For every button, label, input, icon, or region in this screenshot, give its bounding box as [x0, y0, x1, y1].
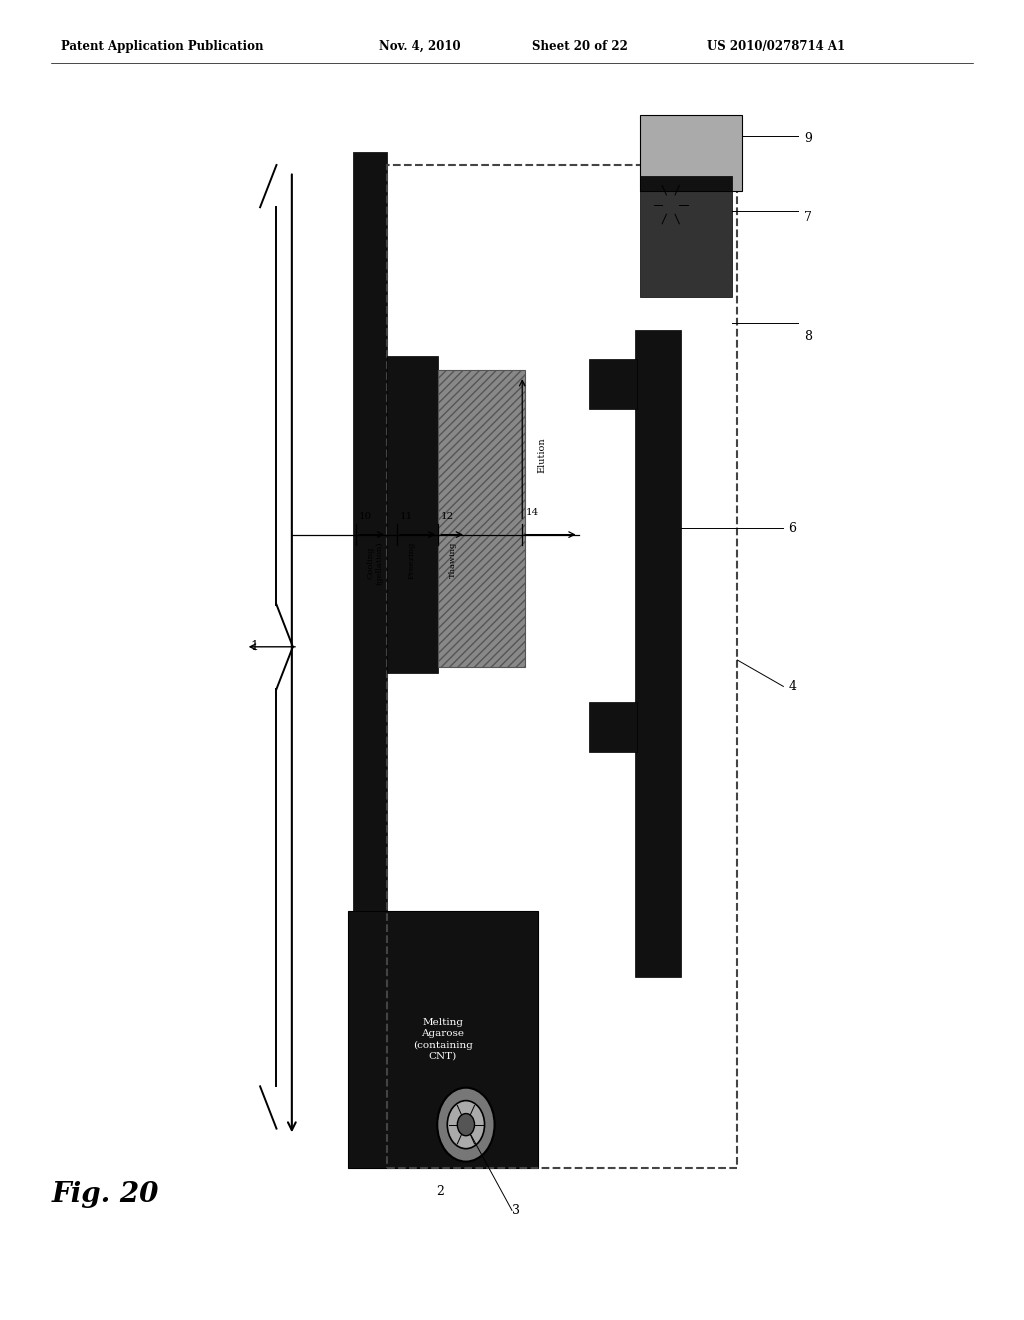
Text: Sheet 20 of 22: Sheet 20 of 22 — [532, 40, 629, 53]
Text: Patent Application Publication: Patent Application Publication — [61, 40, 264, 53]
Text: Cooling
(gellation): Cooling (gellation) — [367, 541, 384, 585]
Text: Nov. 4, 2010: Nov. 4, 2010 — [379, 40, 461, 53]
Circle shape — [458, 1114, 474, 1135]
Circle shape — [652, 181, 689, 228]
Circle shape — [663, 194, 679, 215]
Circle shape — [437, 1088, 495, 1162]
Bar — [438, 370, 525, 667]
Bar — [640, 115, 742, 191]
Text: 4: 4 — [788, 680, 797, 693]
Bar — [387, 165, 737, 1168]
Bar — [387, 356, 438, 673]
Text: US 2010/0278714 A1: US 2010/0278714 A1 — [707, 40, 845, 53]
Text: 9: 9 — [804, 132, 812, 145]
Text: 3: 3 — [512, 1204, 520, 1217]
Text: 8: 8 — [804, 330, 812, 343]
Text: 2: 2 — [436, 1184, 444, 1197]
Text: Melting
Agarose
(containing
CNT): Melting Agarose (containing CNT) — [413, 1018, 473, 1061]
Text: 11: 11 — [399, 512, 413, 521]
Bar — [589, 359, 637, 409]
Text: 12: 12 — [440, 512, 454, 521]
Text: 1: 1 — [251, 640, 259, 653]
Text: 10: 10 — [358, 512, 372, 521]
Text: Fig. 20: Fig. 20 — [51, 1181, 159, 1208]
Bar — [640, 176, 732, 191]
Bar — [640, 185, 732, 297]
Circle shape — [447, 1101, 484, 1148]
Bar — [635, 330, 681, 977]
Text: 7: 7 — [804, 211, 812, 224]
Text: 14: 14 — [525, 508, 539, 517]
Text: Freezing: Freezing — [408, 541, 416, 578]
Bar — [589, 702, 637, 752]
Text: 6: 6 — [788, 521, 797, 535]
Bar — [348, 911, 538, 1168]
Text: Thawing: Thawing — [449, 541, 457, 578]
Bar — [353, 152, 387, 911]
Circle shape — [642, 168, 699, 242]
Text: Elution: Elution — [538, 438, 547, 473]
